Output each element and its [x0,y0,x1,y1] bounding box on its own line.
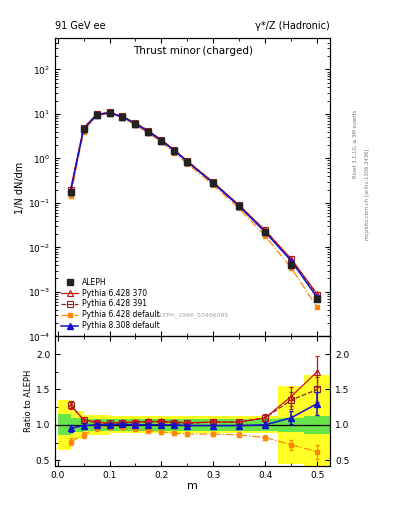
Y-axis label: 1/N dN/dm: 1/N dN/dm [15,161,25,214]
Text: mcplots.cern.ch [arXiv:1306.3436]: mcplots.cern.ch [arXiv:1306.3436] [365,149,370,240]
Text: 91 GeV ee: 91 GeV ee [55,20,106,31]
Text: Rivet 3.1.10, ≥ 3M events: Rivet 3.1.10, ≥ 3M events [353,109,358,178]
Y-axis label: Ratio to ALEPH: Ratio to ALEPH [24,370,33,432]
Text: γ*/Z (Hadronic): γ*/Z (Hadronic) [255,20,330,31]
Text: ALEPH_1996_S3486095: ALEPH_1996_S3486095 [156,313,229,318]
Legend: ALEPH, Pythia 6.428 370, Pythia 6.428 391, Pythia 6.428 default, Pythia 8.308 de: ALEPH, Pythia 6.428 370, Pythia 6.428 39… [59,275,162,333]
Text: Thrust minor (charged): Thrust minor (charged) [132,46,253,56]
X-axis label: m: m [187,481,198,491]
